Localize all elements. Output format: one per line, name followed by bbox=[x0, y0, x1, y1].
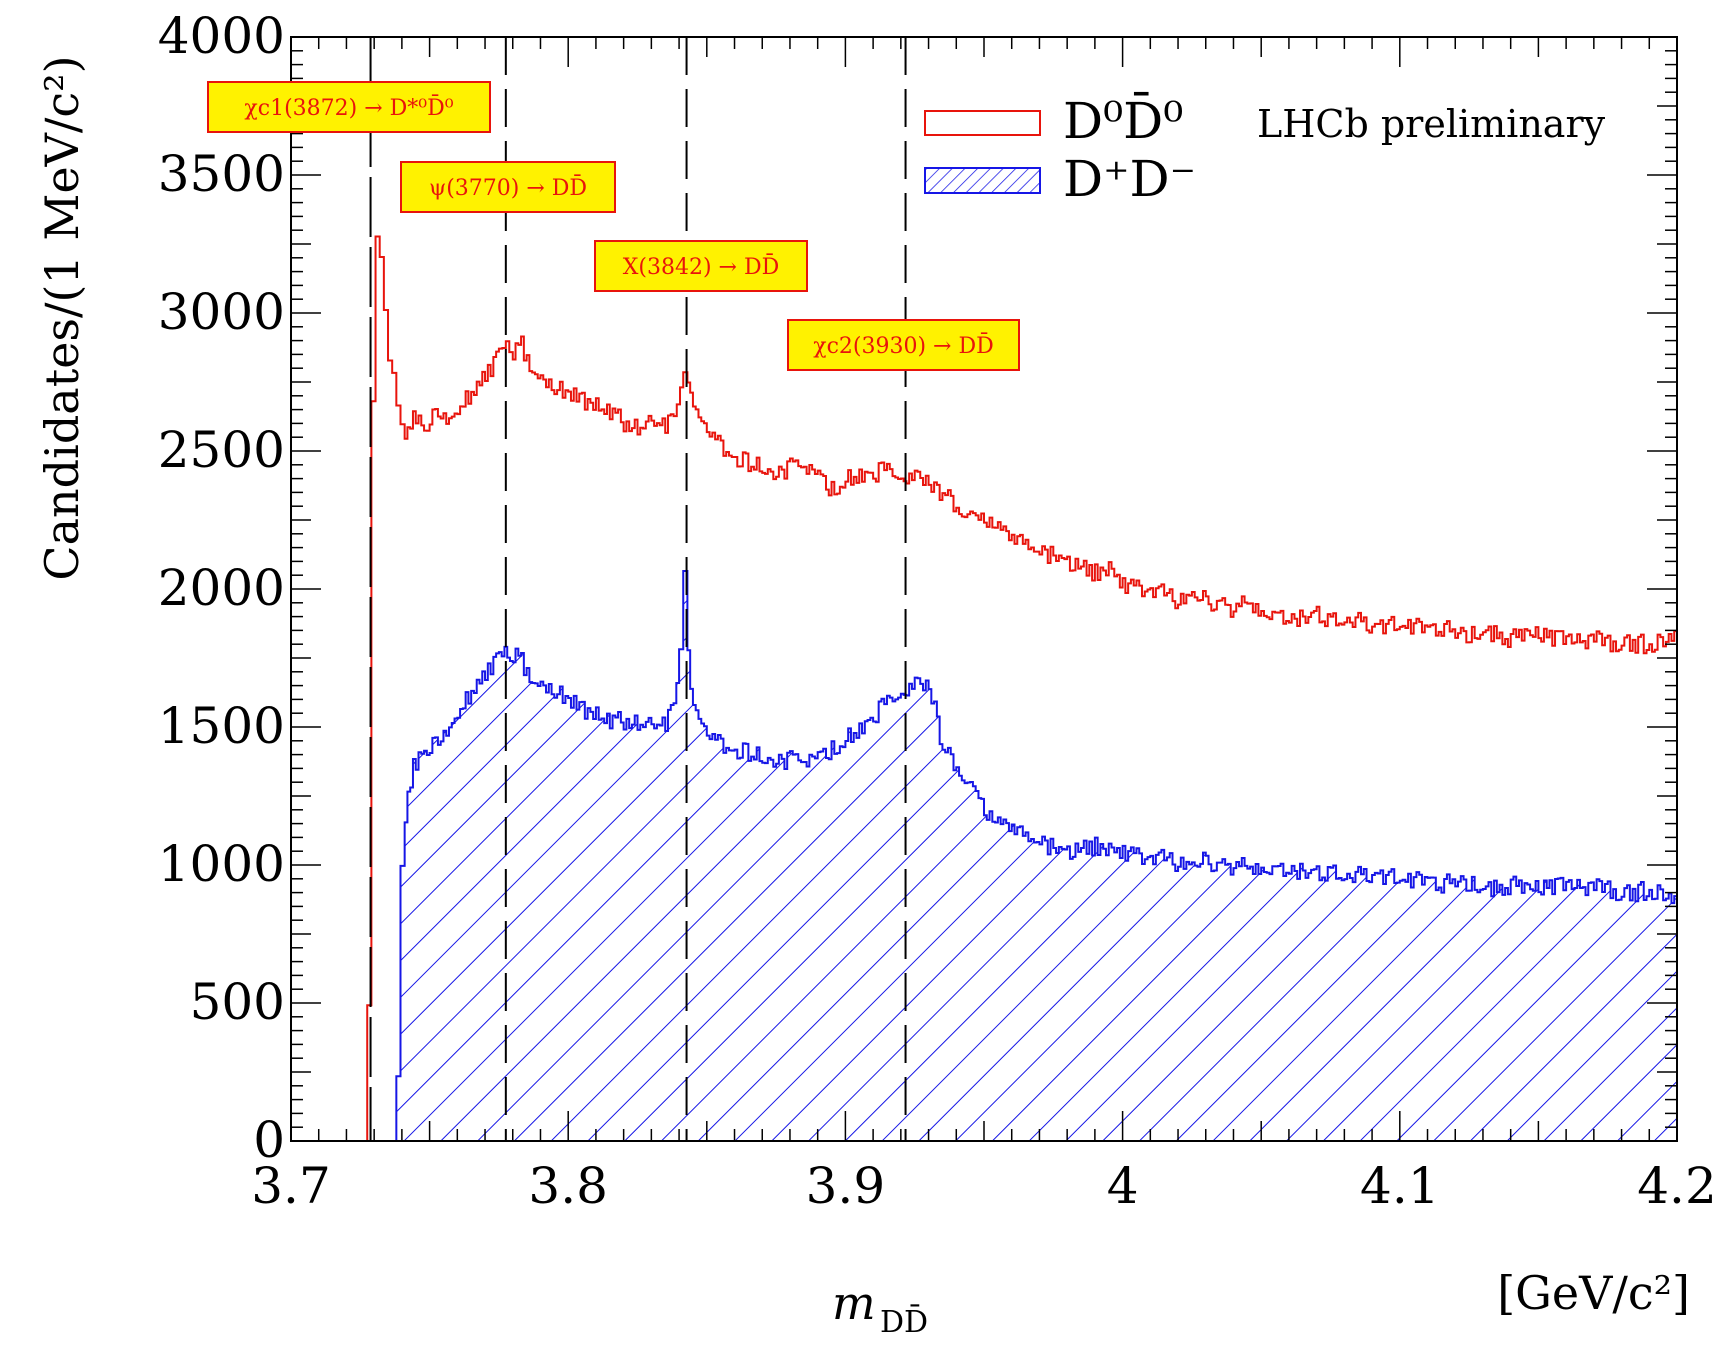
annotation-box: χc2(3930) → DD̄ bbox=[787, 319, 1020, 371]
legend-swatch-d0d0bar bbox=[924, 110, 1041, 136]
x-tick-label: 3.9 bbox=[806, 1157, 886, 1215]
x-tick-label: 4.1 bbox=[1360, 1157, 1440, 1215]
annotation-label: χc1(3872) → D*⁰D̄⁰ bbox=[244, 94, 453, 121]
y-tick-label: 1000 bbox=[158, 835, 285, 893]
series-dplusdminus bbox=[291, 569, 1677, 1141]
x-axis-title: m bbox=[832, 1276, 876, 1330]
y-tick-label: 4000 bbox=[158, 7, 285, 65]
x-tick-label: 4 bbox=[1107, 1157, 1139, 1215]
y-tick-label: 1500 bbox=[158, 697, 285, 755]
y-tick-label: 2000 bbox=[158, 559, 285, 617]
annotation-box: χc1(3872) → D*⁰D̄⁰ bbox=[207, 81, 491, 133]
x-tick-label: 4.2 bbox=[1637, 1157, 1717, 1215]
x-tick-label: 3.7 bbox=[251, 1157, 331, 1215]
x-axis-title-subscript: DD̄ bbox=[880, 1304, 928, 1340]
legend-label-d0d0bar: D⁰D̄⁰ bbox=[1063, 91, 1183, 150]
lhcb-preliminary-label: LHCb preliminary bbox=[1257, 102, 1606, 146]
annotation-label: χc2(3930) → DD̄ bbox=[813, 332, 994, 359]
annotation-label: X(3842) → DD̄ bbox=[623, 253, 780, 280]
legend-label-dplusdminus: D⁺D⁻ bbox=[1063, 150, 1196, 208]
y-tick-label: 3000 bbox=[158, 283, 285, 341]
y-tick-label: 500 bbox=[190, 973, 285, 1031]
series-d0d0bar bbox=[291, 235, 1677, 1141]
y-axis-title: Candidates/(1 MeV/c²) bbox=[35, 55, 89, 580]
x-axis-unit: [GeV/c²] bbox=[1497, 1266, 1690, 1320]
annotation-box: ψ(3770) → DD̄ bbox=[400, 161, 616, 213]
legend-swatch-dplusdminus bbox=[924, 167, 1041, 194]
x-tick-label: 3.8 bbox=[528, 1157, 608, 1215]
y-tick-label: 2500 bbox=[158, 421, 285, 479]
annotation-box: X(3842) → DD̄ bbox=[594, 240, 808, 292]
annotation-label: ψ(3770) → DD̄ bbox=[429, 174, 587, 201]
y-tick-label: 3500 bbox=[158, 145, 285, 203]
y-tick-label: 0 bbox=[253, 1111, 285, 1169]
